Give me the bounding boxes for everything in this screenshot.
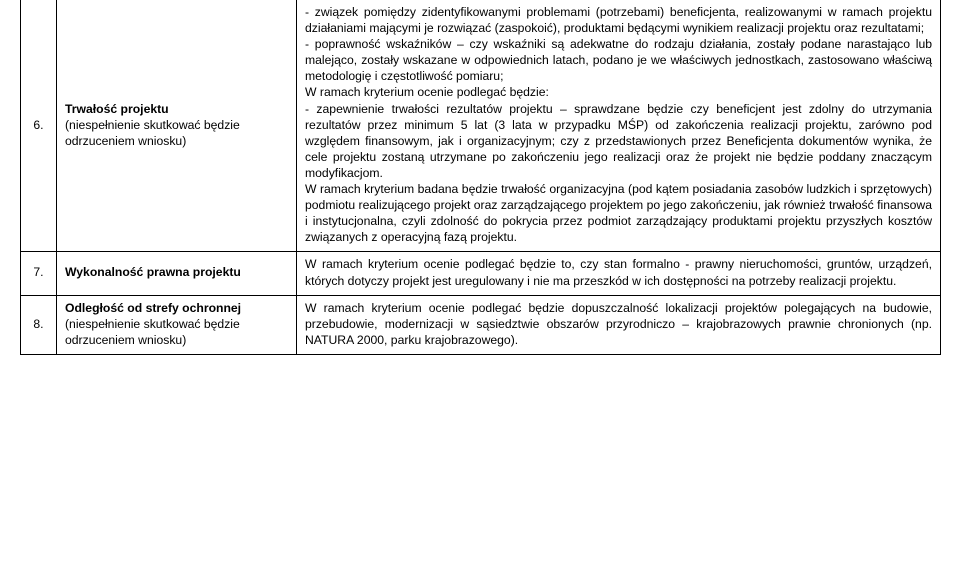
row-title: Trwałość projektu	[65, 101, 288, 117]
row-left: Odległość od strefy ochronnej (niespełni…	[57, 295, 297, 354]
row-number: 6.	[21, 0, 57, 252]
row-number: 7.	[21, 252, 57, 295]
para: W ramach kryterium badana będzie trwałoś…	[305, 181, 932, 245]
row-description: - związek pomiędzy zidentyfikowanymi pro…	[297, 0, 941, 252]
row-title: Odległość od strefy ochronnej	[65, 300, 288, 316]
criteria-table: 6. Trwałość projektu (niespełnienie skut…	[20, 0, 941, 355]
row-left: Wykonalność prawna projektu	[57, 252, 297, 295]
row-subtitle: (niespełnienie skutkować będzie odrzucen…	[65, 316, 288, 348]
row-left: Trwałość projektu (niespełnienie skutkow…	[57, 0, 297, 252]
para: W ramach kryterium ocenie podlegać będzi…	[305, 256, 932, 288]
row-number: 8.	[21, 295, 57, 354]
para: W ramach kryterium ocenie podlegać będzi…	[305, 300, 932, 348]
para: - zapewnienie trwałości rezultatów proje…	[305, 101, 932, 181]
page: 6. Trwałość projektu (niespełnienie skut…	[0, 0, 960, 586]
para: W ramach kryterium ocenie podlegać będzi…	[305, 84, 932, 100]
para: - poprawność wskaźników – czy wskaźniki …	[305, 36, 932, 84]
table-row: 8. Odległość od strefy ochronnej (niespe…	[21, 295, 941, 354]
table-row: 7. Wykonalność prawna projektu W ramach …	[21, 252, 941, 295]
row-description: W ramach kryterium ocenie podlegać będzi…	[297, 252, 941, 295]
row-description: W ramach kryterium ocenie podlegać będzi…	[297, 295, 941, 354]
para: - związek pomiędzy zidentyfikowanymi pro…	[305, 4, 932, 36]
table-row: 6. Trwałość projektu (niespełnienie skut…	[21, 0, 941, 252]
row-title: Wykonalność prawna projektu	[65, 264, 288, 280]
row-subtitle: (niespełnienie skutkować będzie odrzucen…	[65, 117, 288, 149]
